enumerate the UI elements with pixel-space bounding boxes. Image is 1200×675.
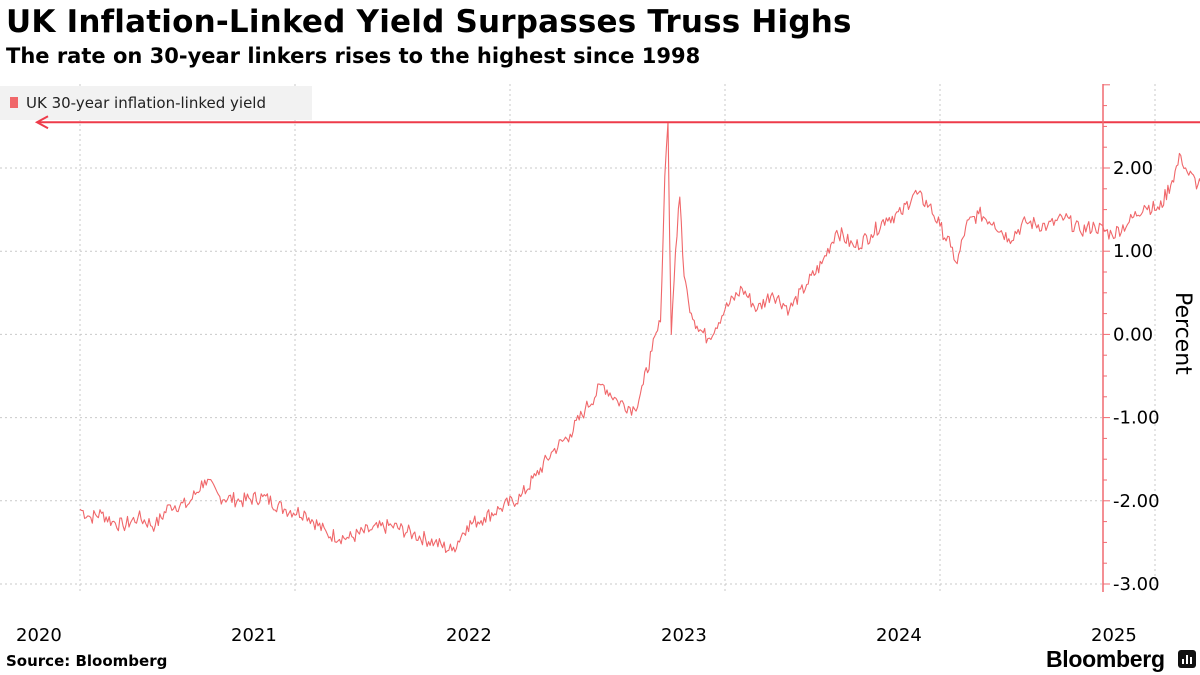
legend: UK 30-year inflation-linked yield	[0, 86, 312, 120]
y-tick-label: 0.00	[1113, 324, 1153, 345]
bloomberg-logo: Bloomberg	[1046, 646, 1165, 672]
x-tick-label: 2021	[231, 625, 277, 646]
x-tick-label: 2023	[661, 625, 707, 646]
y-tick-label: 1.00	[1113, 241, 1153, 262]
x-axis: 2020 2021 2022 2023 2024 2025	[16, 625, 1137, 646]
y-tick-label: -3.00	[1113, 574, 1160, 595]
legend-background	[0, 86, 312, 120]
source-note: Source: Bloomberg	[6, 652, 168, 670]
y-tick-label: -2.00	[1113, 491, 1160, 512]
x-tick-label: 2020	[16, 625, 62, 646]
x-tick-label: 2024	[876, 625, 922, 646]
chart-subtitle: The rate on 30-year linkers rises to the…	[6, 44, 701, 68]
y-tick-label: 2.00	[1113, 158, 1153, 179]
legend-label: UK 30-year inflation-linked yield	[26, 94, 266, 112]
bloomberg-mark-icon	[1178, 650, 1196, 668]
series-layer	[79, 121, 1200, 554]
reference-arrow-head	[34, 115, 49, 130]
legend-swatch	[10, 97, 18, 108]
y-tick-label: -1.00	[1113, 408, 1160, 429]
series-line	[79, 121, 1200, 554]
grid-lines	[0, 84, 1156, 592]
chart-title: UK Inflation-Linked Yield Surpasses Trus…	[6, 4, 852, 40]
y-axis-title: Percent	[1170, 292, 1195, 375]
y-axis: 2.00 1.00 0.00 -1.00 -2.00 -3.00	[1102, 84, 1160, 595]
x-tick-label: 2022	[446, 625, 492, 646]
x-tick-label: 2025	[1091, 625, 1137, 646]
annotation-layer	[34, 115, 1200, 130]
